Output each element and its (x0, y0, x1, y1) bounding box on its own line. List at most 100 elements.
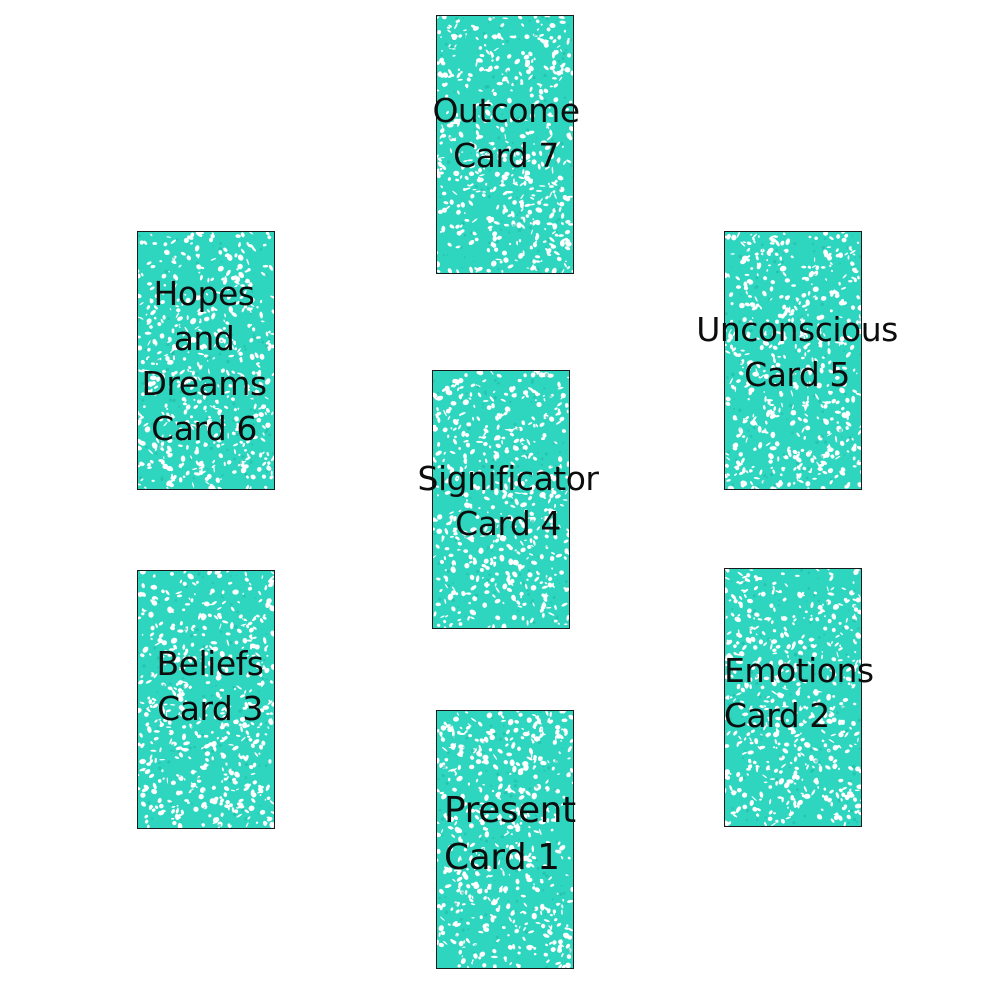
card-pattern-speck (775, 372, 781, 378)
card-pattern-speck (848, 280, 853, 283)
card-pattern-speck (540, 161, 545, 167)
card-pattern-fleck (748, 630, 750, 632)
card-pattern-speck (771, 679, 777, 687)
card-pattern-speck (436, 623, 441, 627)
card-pattern-speck (852, 581, 855, 584)
card-pattern-speck (734, 473, 738, 476)
card-pattern-speck (520, 807, 523, 811)
card-4[interactable] (432, 370, 570, 629)
card-pattern-speck (437, 173, 441, 179)
card-pattern-speck (568, 928, 573, 932)
card-pattern-fleck (837, 798, 842, 803)
card-pattern-fleck (727, 703, 731, 707)
card-pattern-speck (509, 117, 513, 123)
card-pattern-fleck (811, 243, 815, 246)
card-pattern-speck (509, 772, 512, 775)
card-pattern-speck (830, 733, 837, 737)
card-pattern-fleck (179, 390, 182, 394)
card-pattern-speck (468, 534, 474, 541)
card-pattern-fleck (727, 596, 730, 599)
card-pattern-speck (839, 746, 842, 749)
card-pattern-speck (749, 799, 754, 807)
card-pattern-speck (543, 919, 550, 923)
card-pattern-speck (857, 737, 859, 743)
card-pattern-fleck (780, 676, 782, 678)
card-pattern-speck (813, 257, 816, 262)
card-pattern-speck (170, 239, 177, 244)
card-pattern-speck (443, 451, 446, 455)
card-pattern-speck (778, 778, 785, 785)
card-pattern-fleck (227, 671, 231, 675)
card-pattern-speck (854, 659, 859, 666)
card-pattern-speck (822, 470, 828, 475)
card-pattern-speck (526, 858, 533, 863)
card-pattern-speck (475, 778, 479, 783)
card-pattern-speck (526, 945, 532, 951)
card-pattern-speck (839, 470, 846, 476)
card-pattern-speck (482, 826, 487, 831)
card-pattern-speck (542, 395, 546, 397)
card-pattern-fleck (531, 599, 534, 602)
card-pattern-speck (523, 390, 529, 395)
card-pattern-speck (786, 800, 790, 806)
card-pattern-speck (548, 509, 554, 515)
card-pattern-speck (531, 416, 536, 421)
card-pattern-fleck (851, 764, 856, 769)
card-pattern-speck (772, 356, 776, 364)
card-pattern-speck (138, 616, 142, 620)
card-pattern-speck (475, 850, 478, 855)
card-pattern-speck (470, 485, 473, 491)
card-pattern-speck (787, 789, 791, 794)
card-pattern-speck (503, 831, 510, 836)
card-pattern-speck (529, 246, 533, 250)
card-pattern-speck (223, 777, 227, 781)
card-pattern-fleck (433, 532, 437, 535)
card-pattern-speck (464, 175, 469, 181)
card-pattern-speck (492, 186, 497, 192)
card-pattern-speck (745, 470, 749, 474)
card-7[interactable] (436, 15, 574, 274)
card-pattern-speck (566, 159, 572, 163)
card-5[interactable] (724, 231, 862, 490)
card-6-position-line-2: and (173, 319, 235, 358)
card-pattern-fleck (203, 790, 205, 792)
card-1[interactable] (436, 710, 574, 969)
card-pattern-speck (561, 489, 563, 492)
card-pattern-fleck (138, 651, 140, 655)
card-6[interactable] (137, 231, 275, 490)
card-pattern-speck (549, 36, 554, 40)
card-3[interactable] (137, 570, 275, 829)
card-pattern-fleck (536, 866, 540, 870)
card-pattern-fleck (186, 255, 188, 257)
card-pattern-speck (793, 756, 798, 762)
card-pattern-speck (566, 614, 569, 621)
card-pattern-fleck (459, 917, 463, 921)
card-pattern-speck (545, 247, 548, 251)
card-pattern-speck (248, 805, 255, 811)
card-pattern-fleck (510, 525, 512, 528)
card-pattern-speck (483, 44, 487, 47)
card-pattern-fleck (764, 322, 768, 326)
card-pattern-speck (501, 440, 504, 445)
card-pattern-speck (804, 610, 808, 614)
card-pattern (138, 571, 274, 828)
card-pattern-speck (820, 485, 826, 489)
card-pattern-speck (260, 708, 265, 713)
card-pattern-speck (461, 903, 466, 906)
card-pattern-fleck (211, 261, 213, 263)
card-pattern-speck (199, 344, 205, 350)
card-pattern-speck (526, 578, 529, 581)
card-pattern-speck (571, 781, 573, 785)
card-pattern-fleck (210, 784, 213, 787)
card-pattern-fleck (569, 164, 573, 168)
card-pattern-speck (749, 707, 754, 711)
card-pattern-speck (447, 177, 452, 181)
card-pattern-fleck (235, 432, 240, 437)
card-pattern-speck (443, 201, 449, 205)
card-pattern-speck (763, 725, 767, 731)
card-pattern-speck (801, 293, 807, 298)
card-2[interactable] (724, 568, 862, 827)
card-pattern-speck (749, 302, 756, 308)
card-pattern-fleck (493, 395, 497, 400)
card-pattern-fleck (444, 910, 449, 915)
